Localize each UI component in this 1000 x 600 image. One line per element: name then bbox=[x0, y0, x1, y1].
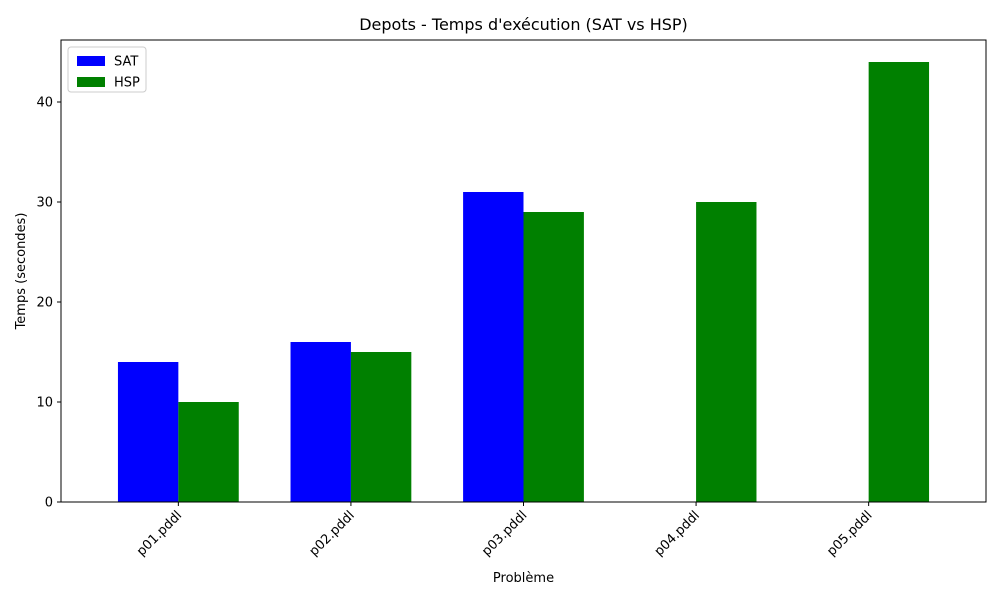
chart-title: Depots - Temps d'exécution (SAT vs HSP) bbox=[359, 15, 688, 34]
bar-hsp-p05-pddl bbox=[868, 62, 930, 502]
bars-layer bbox=[117, 62, 930, 502]
y-tick-label: 20 bbox=[36, 296, 53, 311]
bar-sat-p02-pddl bbox=[290, 342, 351, 502]
x-tick-label: p01.pddl bbox=[134, 508, 185, 559]
x-tick-label: p05.pddl bbox=[824, 508, 875, 559]
y-tick-label: 10 bbox=[36, 396, 53, 411]
y-axis-label: Temps (secondes) bbox=[14, 213, 29, 331]
bar-hsp-p01-pddl bbox=[178, 402, 239, 502]
y-tick-label: 0 bbox=[45, 496, 53, 511]
bar-sat-p03-pddl bbox=[463, 192, 524, 502]
x-tick-label: p03.pddl bbox=[479, 508, 530, 559]
bar-hsp-p04-pddl bbox=[696, 202, 757, 502]
y-tick-label: 40 bbox=[36, 96, 53, 111]
legend-label-sat: SAT bbox=[114, 55, 138, 70]
bar-hsp-p03-pddl bbox=[523, 212, 584, 502]
bar-sat-p01-pddl bbox=[117, 362, 179, 502]
legend-swatch-sat bbox=[77, 56, 105, 66]
legend: SAT HSP bbox=[67, 46, 147, 93]
legend-swatch-hsp bbox=[77, 77, 105, 87]
x-tick-label: p04.pddl bbox=[652, 508, 703, 559]
x-axis-label: Problème bbox=[493, 571, 554, 586]
legend-label-hsp: HSP bbox=[114, 76, 140, 91]
bar-hsp-p02-pddl bbox=[350, 352, 412, 502]
x-tick-label: p02.pddl bbox=[307, 508, 358, 559]
y-tick-label: 30 bbox=[36, 196, 53, 211]
